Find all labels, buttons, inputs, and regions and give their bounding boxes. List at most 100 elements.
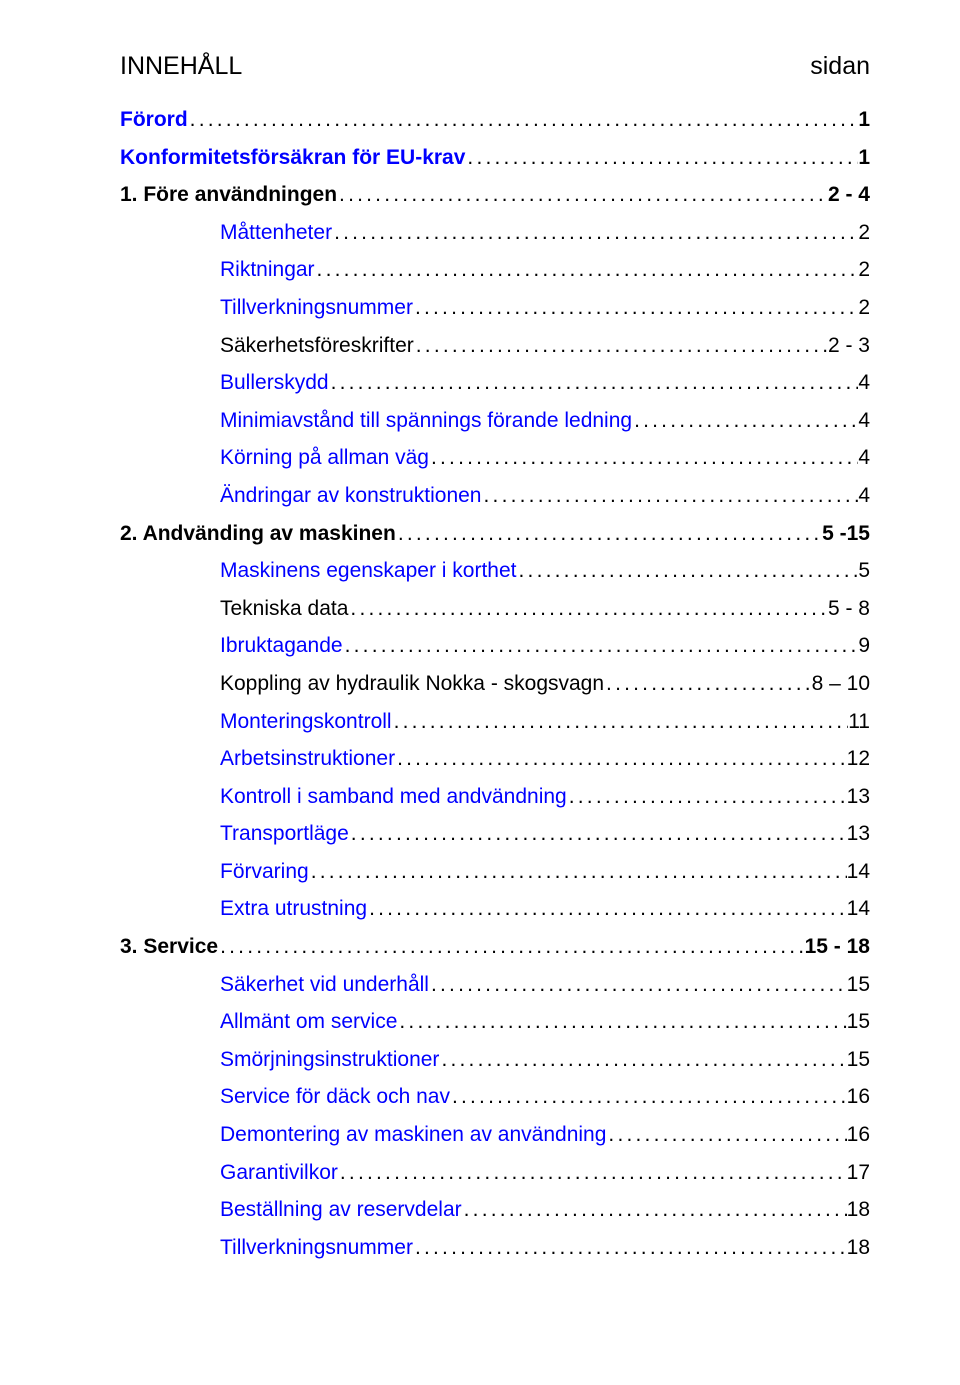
toc-entry-link[interactable]: Monteringskontroll — [220, 711, 392, 732]
toc-entry-page: 17 — [847, 1162, 870, 1183]
toc-body: Förord 1 Konformitetsförsäkran för EU-krav… — [120, 109, 870, 1258]
toc-entry-page: 1 — [858, 109, 870, 130]
toc-leader-dots — [315, 259, 859, 280]
toc-entry: Säkerhet vid underhåll 15 — [120, 974, 870, 995]
toc-entry: Förord 1 — [120, 109, 870, 130]
toc-leader-dots — [462, 1199, 847, 1220]
toc-entry: Service för däck och nav16 — [120, 1086, 870, 1107]
toc-entry: Riktningar 2 — [120, 259, 870, 280]
toc-entry-link[interactable]: Säkerhet vid underhåll — [220, 974, 429, 995]
toc-leader-dots — [396, 523, 822, 544]
toc-entry-page: 13 — [847, 823, 870, 844]
toc-leader-dots — [397, 1011, 846, 1032]
toc-leader-dots — [567, 786, 847, 807]
toc-leader-dots — [413, 1237, 847, 1258]
toc-entry-page: 15 — [847, 974, 870, 995]
toc-entry: 1. Före användningen 2 - 4 — [120, 184, 870, 205]
toc-header-left: INNEHÅLL — [120, 52, 242, 81]
toc-entry-page: 2 — [858, 297, 870, 318]
toc-entry-page: 5 - 8 — [828, 598, 870, 619]
toc-entry: Smörjningsinstruktioner 15 — [120, 1049, 870, 1070]
toc-entry: Monteringskontroll 11 — [120, 711, 870, 732]
toc-entry-page: 4 — [858, 447, 870, 468]
toc-header: INNEHÅLL sidan — [120, 52, 870, 81]
toc-entry-link[interactable]: Ändringar av konstruktionen — [220, 485, 482, 506]
toc-entry: Garantivilkor 17 — [120, 1162, 870, 1183]
toc-entry-page: 9 — [858, 635, 870, 656]
toc-entry-link[interactable]: Maskinens egenskaper i korthet — [220, 560, 517, 581]
toc-entry-link[interactable]: Arbetsinstruktioner — [220, 748, 395, 769]
toc-entry-link[interactable]: Måttenheter — [220, 222, 332, 243]
toc-leader-dots — [348, 598, 828, 619]
toc-entry-link[interactable]: Minimiavstånd till spännings förande led… — [220, 410, 632, 431]
toc-leader-dots — [309, 861, 847, 882]
toc-entry-page: 2 — [858, 222, 870, 243]
toc-entry-link[interactable]: Beställning av reservdelar — [220, 1199, 462, 1220]
toc-entry-link[interactable]: Förord — [120, 109, 188, 130]
toc-entry-link[interactable]: Tillverkningsnummer — [220, 297, 413, 318]
toc-entry-page: 2 - 3 — [828, 335, 870, 356]
toc-entry-page: 15 - 18 — [805, 936, 870, 957]
toc-entry: Körning på allman väg 4 — [120, 447, 870, 468]
toc-entry-label: 1. Före användningen — [120, 184, 337, 205]
toc-leader-dots — [429, 447, 858, 468]
toc-entry-link[interactable]: Förvaring — [220, 861, 309, 882]
toc-leader-dots — [329, 372, 859, 393]
toc-entry-page: 15 — [847, 1011, 870, 1032]
toc-entry: Demontering av maskinen av användning16 — [120, 1124, 870, 1145]
toc-entry: Allmänt om service 15 — [120, 1011, 870, 1032]
toc-entry-link[interactable]: Konformitetsförsäkran för EU-krav — [120, 147, 465, 168]
toc-leader-dots — [429, 974, 847, 995]
toc-entry-link[interactable]: Körning på allman väg — [220, 447, 429, 468]
toc-leader-dots — [465, 147, 858, 168]
toc-entry-link[interactable]: Kontroll i samband med andvändning — [220, 786, 567, 807]
toc-leader-dots — [338, 1162, 847, 1183]
toc-leader-dots — [439, 1049, 846, 1070]
toc-entry: Koppling av hydraulik Nokka - skogsvagn 8… — [120, 673, 870, 694]
toc-entry: Ändringar av konstruktionen 4 — [120, 485, 870, 506]
toc-entry: Tekniska data 5 - 8 — [120, 598, 870, 619]
toc-entry: Bullerskydd4 — [120, 372, 870, 393]
toc-entry: Transportläge 13 — [120, 823, 870, 844]
toc-entry-label: 3. Service — [120, 936, 218, 957]
toc-entry-page: 2 — [858, 259, 870, 280]
toc-entry-page: 12 — [847, 748, 870, 769]
toc-entry-page: 13 — [847, 786, 870, 807]
toc-entry-link[interactable]: Riktningar — [220, 259, 315, 280]
toc-entry-link[interactable]: Smörjningsinstruktioner — [220, 1049, 439, 1070]
toc-leader-dots — [604, 673, 812, 694]
toc-entry-link[interactable]: Bullerskydd — [220, 372, 329, 393]
toc-entry-link[interactable]: Demontering av maskinen av användning — [220, 1124, 606, 1145]
toc-entry: Konformitetsförsäkran för EU-krav1 — [120, 147, 870, 168]
toc-leader-dots — [392, 711, 849, 732]
toc-leader-dots — [343, 635, 859, 656]
toc-entry-label: Koppling av hydraulik Nokka - skogsvagn — [220, 673, 604, 694]
toc-entry-page: 11 — [848, 711, 870, 732]
toc-entry: Maskinens egenskaper i korthet 5 — [120, 560, 870, 581]
toc-entry-page: 4 — [858, 485, 870, 506]
toc-leader-dots — [337, 184, 828, 205]
toc-entry-link[interactable]: Ibruktagande — [220, 635, 343, 656]
toc-entry: Säkerhetsföreskrifter 2 - 3 — [120, 335, 870, 356]
toc-entry: Extra utrustning14 — [120, 898, 870, 919]
toc-entry-page: 8 – 10 — [812, 673, 870, 694]
toc-entry: Arbetsinstruktioner 12 — [120, 748, 870, 769]
toc-entry-link[interactable]: Transportläge — [220, 823, 349, 844]
toc-entry: Tillverkningsnummer 2 — [120, 297, 870, 318]
toc-entry-link[interactable]: Service för däck och nav — [220, 1086, 450, 1107]
toc-entry-link[interactable]: Garantivilkor — [220, 1162, 338, 1183]
toc-leader-dots — [632, 410, 858, 431]
toc-entry-page: 2 - 4 — [828, 184, 870, 205]
toc-entry-page: 15 — [847, 1049, 870, 1070]
toc-leader-dots — [606, 1124, 846, 1145]
toc-entry-label: 2. Andvänding av maskinen — [120, 523, 396, 544]
toc-entry-link[interactable]: Extra utrustning — [220, 898, 367, 919]
toc-entry-link[interactable]: Allmänt om service — [220, 1011, 397, 1032]
toc-entry-label: Tekniska data — [220, 598, 348, 619]
toc-leader-dots — [414, 335, 828, 356]
toc-entry-link[interactable]: Tillverkningsnummer — [220, 1237, 413, 1258]
toc-entry-label: Säkerhetsföreskrifter — [220, 335, 414, 356]
toc-leader-dots — [450, 1086, 847, 1107]
toc-entry-page: 5 — [858, 560, 870, 581]
toc-leader-dots — [395, 748, 847, 769]
